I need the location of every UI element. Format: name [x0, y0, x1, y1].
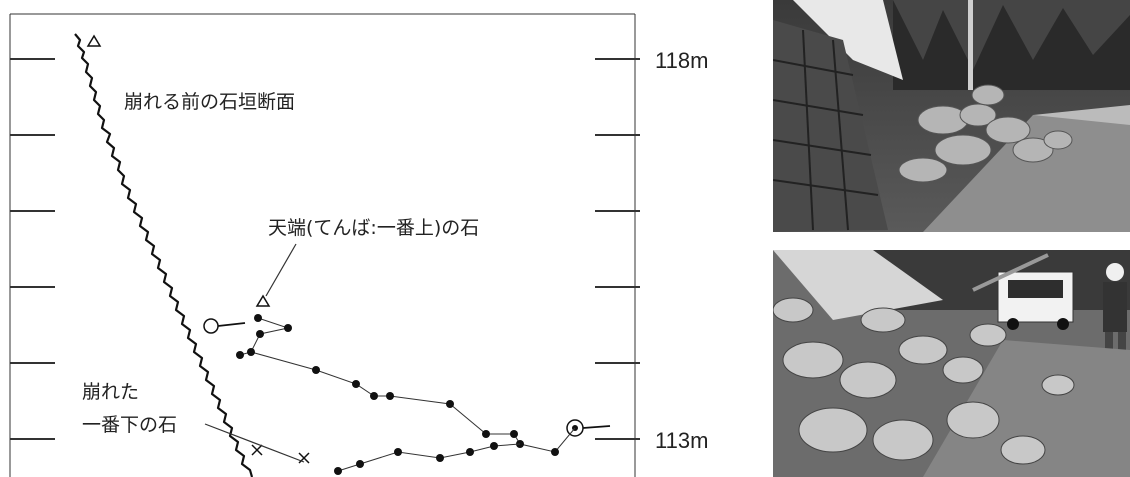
stone-wall-cross-section-diagram: 118m 113m 崩れる前の石垣断面 天端(てんば:一番上)の石: [9, 13, 708, 477]
bottom-stone-label-line2: 一番下の石: [82, 414, 177, 436]
collapsed-lower-stones: [334, 442, 498, 475]
bottom-stone-label-line1: 崩れた: [82, 381, 139, 403]
wall-top-stone-marker-flag: [217, 322, 246, 327]
collapsed-top-stone-triangle: [255, 294, 271, 307]
original-section-label: 崩れる前の石垣断面: [124, 91, 295, 113]
collapse-photo-truck-worker: [773, 250, 1130, 477]
top-stone-label: 天端(てんば:一番上)の石: [268, 217, 479, 239]
right-bottom-stone-marker-flag: [582, 425, 611, 429]
elevation-label-118m: 118m: [655, 48, 708, 73]
collapsed-upper-stones: [236, 314, 559, 456]
left-elevation-ticks: [10, 58, 55, 440]
collapsed-upper-surface-line: [239, 317, 576, 453]
bottom-stone-leader-line: [204, 423, 305, 463]
right-elevation-ticks: [595, 58, 640, 440]
wall-top-stone-marker: [203, 318, 219, 334]
elevation-label-113m: 113m: [655, 428, 708, 453]
collapse-photo-roadside: [773, 0, 1130, 232]
original-top-stone-triangle: [86, 34, 102, 47]
top-stone-leader-line: [265, 243, 297, 297]
original-wall-profile-line: [74, 33, 254, 477]
